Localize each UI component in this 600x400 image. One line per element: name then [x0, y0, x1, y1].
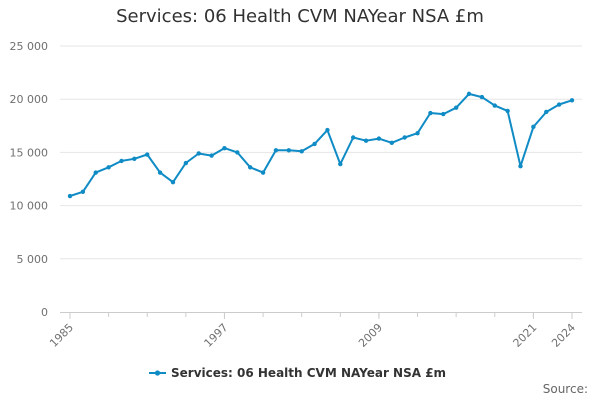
- data-point[interactable]: [544, 109, 549, 115]
- data-point[interactable]: [415, 131, 420, 136]
- data-point[interactable]: [325, 127, 330, 133]
- data-point[interactable]: [556, 102, 562, 107]
- data-point[interactable]: [441, 111, 446, 117]
- data-point[interactable]: [531, 124, 536, 130]
- data-point[interactable]: [492, 103, 497, 108]
- data-point[interactable]: [248, 165, 253, 170]
- data-point[interactable]: [119, 158, 124, 164]
- data-point[interactable]: [466, 91, 472, 97]
- y-tick-label: 10 000: [10, 200, 49, 213]
- data-point[interactable]: [376, 136, 382, 141]
- y-tick-label: 0: [41, 306, 48, 319]
- data-point[interactable]: [157, 170, 163, 175]
- y-tick-label: 25 000: [10, 40, 49, 53]
- y-tick-label: 5 000: [17, 253, 49, 266]
- legend[interactable]: Services: 06 Health CVM NAYear NSA £m: [149, 366, 446, 380]
- x-tick-label: 2024: [549, 321, 578, 350]
- data-point[interactable]: [299, 149, 304, 154]
- gridlines: [60, 45, 582, 260]
- data-point[interactable]: [402, 135, 407, 140]
- data-point[interactable]: [106, 165, 111, 170]
- data-point[interactable]: [518, 164, 523, 169]
- data-point[interactable]: [132, 156, 137, 161]
- data-point[interactable]: [479, 94, 485, 100]
- data-point[interactable]: [145, 152, 150, 157]
- data-point[interactable]: [569, 98, 575, 103]
- data-point[interactable]: [505, 108, 510, 114]
- data-point[interactable]: [338, 161, 343, 167]
- data-point[interactable]: [428, 110, 433, 116]
- data-point[interactable]: [170, 179, 176, 185]
- data-point[interactable]: [235, 150, 240, 155]
- data-point[interactable]: [273, 148, 279, 153]
- legend-swatch-marker: [154, 370, 161, 376]
- data-point[interactable]: [80, 189, 86, 194]
- legend-label[interactable]: Services: 06 Health CVM NAYear NSA £m: [171, 366, 446, 380]
- data-point[interactable]: [350, 135, 356, 140]
- chart-title: Services: 06 Health CVM NAYear NSA £m: [116, 6, 484, 27]
- data-point[interactable]: [389, 140, 394, 146]
- data-point[interactable]: [222, 145, 227, 151]
- y-axis: 0 5 000 10 000 15 000 20 000 25 000: [10, 40, 49, 319]
- x-tick-label: 1997: [202, 321, 231, 350]
- data-point[interactable]: [183, 160, 189, 166]
- y-tick-label: 15 000: [10, 146, 49, 159]
- series-line: [69, 92, 573, 197]
- data-point[interactable]: [209, 153, 214, 158]
- x-tick-label: 2009: [356, 321, 385, 350]
- source-label: Source:: [542, 382, 588, 396]
- y-tick-label: 20 000: [10, 93, 49, 106]
- data-point[interactable]: [196, 151, 201, 156]
- data-point[interactable]: [93, 170, 98, 175]
- data-point[interactable]: [286, 148, 292, 153]
- data-point[interactable]: [312, 141, 317, 147]
- data-point[interactable]: [453, 105, 459, 110]
- data-point[interactable]: [260, 170, 266, 175]
- data-point[interactable]: [67, 193, 73, 199]
- series-layer: [67, 91, 575, 199]
- x-tick-label: 2021: [511, 321, 540, 350]
- x-tick-label: 1985: [47, 321, 76, 350]
- x-axis: 1985 1997 2009 2021 2024: [47, 312, 582, 350]
- data-point[interactable]: [363, 138, 369, 143]
